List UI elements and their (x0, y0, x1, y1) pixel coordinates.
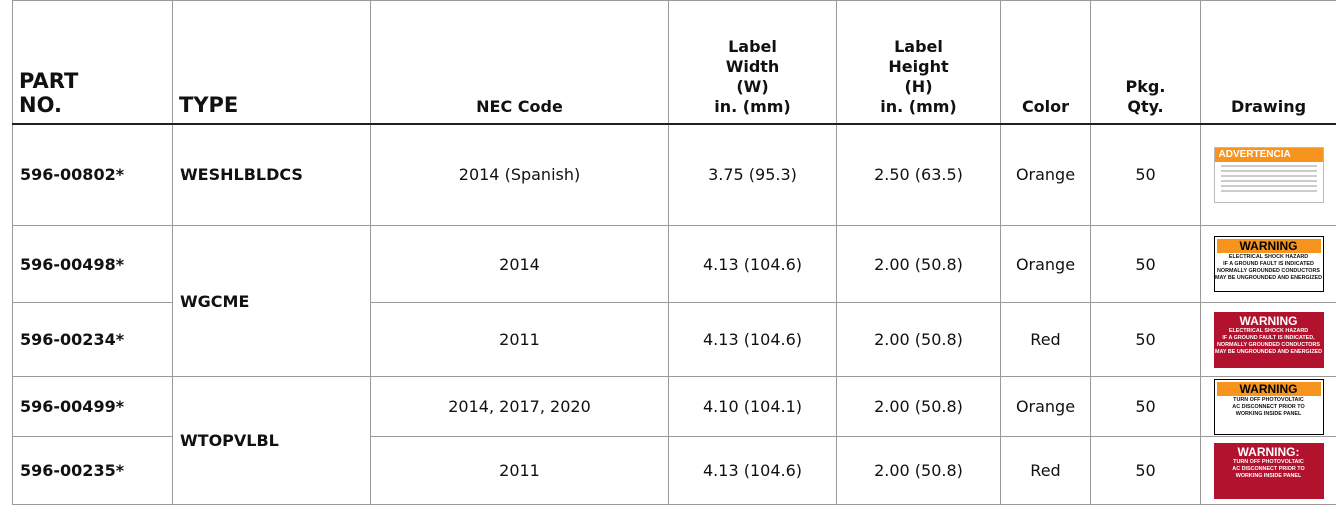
header-cell: PART NO. (13, 1, 173, 124)
qty-cell: 50 (1091, 377, 1201, 437)
blur-line (1221, 170, 1317, 172)
color-cell: Red (1001, 437, 1091, 505)
label-title: WARNING (1214, 314, 1324, 328)
header-cell: Color (1001, 1, 1091, 124)
label-line: AC DISCONNECT PRIOR TO (1214, 466, 1324, 473)
label-line: NORMALLY GROUNDED CONDUCTORS (1214, 342, 1324, 349)
type: WESHLBLDCS (173, 124, 371, 226)
color-cell: Orange (1001, 377, 1091, 437)
nec-cell: 2014 (371, 226, 669, 303)
color-cell: Orange (1001, 226, 1091, 303)
width-cell: 4.13 (104.6) (669, 303, 837, 377)
qty-cell: 50 (1091, 303, 1201, 377)
blur-line (1221, 175, 1317, 177)
label-drawing: ADVERTENCIA (1214, 147, 1324, 203)
blur-line (1221, 190, 1317, 192)
width-cell: 4.13 (104.6) (669, 437, 837, 505)
height-cell: 2.00 (50.8) (837, 226, 1001, 303)
height-cell: 2.00 (50.8) (837, 303, 1001, 377)
height-cell: 2.00 (50.8) (837, 437, 1001, 505)
nec-cell: 2014, 2017, 2020 (371, 377, 669, 437)
type: WTOPVLBL (173, 377, 371, 505)
label-line: WORKING INSIDE PANEL (1215, 411, 1323, 418)
label-line: ELECTRICAL SHOCK HAZARD (1214, 328, 1324, 335)
page: PART NO.TYPENEC CodeLabel Width (W) in. … (0, 0, 1336, 529)
width-cell: 4.10 (104.1) (669, 377, 837, 437)
color-cell: Orange (1001, 124, 1091, 226)
qty-cell: 50 (1091, 124, 1201, 226)
width-cell: 4.13 (104.6) (669, 226, 837, 303)
label-title: ADVERTENCIA (1215, 148, 1323, 162)
header-cell: Label Height (H) in. (mm) (837, 1, 1001, 124)
blur-line (1221, 165, 1317, 167)
drawing-cell: ADVERTENCIA (1201, 124, 1336, 226)
header-cell: NEC Code (371, 1, 669, 124)
label-line: IF A GROUND FAULT IS INDICATED (1215, 261, 1323, 268)
header-cell: TYPE (173, 1, 371, 124)
label-title: WARNING: (1214, 445, 1324, 459)
label-line: IF A GROUND FAULT IS INDICATED, (1214, 335, 1324, 342)
part-number: 596-00235* (13, 437, 173, 505)
label-line: AC DISCONNECT PRIOR TO (1215, 404, 1323, 411)
nec-cell: 2011 (371, 303, 669, 377)
label-line: WORKING INSIDE PANEL (1214, 473, 1324, 480)
header-cell: Drawing (1201, 1, 1336, 124)
qty-cell: 50 (1091, 226, 1201, 303)
type: WGCME (173, 226, 371, 377)
qty-cell: 50 (1091, 437, 1201, 505)
part-number: 596-00498* (13, 226, 173, 303)
color-cell: Red (1001, 303, 1091, 377)
header-cell: Label Width (W) in. (mm) (669, 1, 837, 124)
label-title: WARNING (1217, 239, 1321, 253)
nec-cell: 2011 (371, 437, 669, 505)
label-line: MAY BE UNGROUNDED AND ENERGIZED (1215, 275, 1323, 282)
blur-line (1221, 180, 1317, 182)
label-line: TURN OFF PHOTOVOLTAIC (1214, 459, 1324, 466)
part-number: 596-00234* (13, 303, 173, 377)
label-title: WARNING (1217, 382, 1321, 396)
header-cell: Pkg. Qty. (1091, 1, 1201, 124)
part-number: 596-00802* (13, 124, 173, 226)
label-line: TURN OFF PHOTOVOLTAIC (1215, 397, 1323, 404)
label-line: MAY BE UNGROUNDED AND ENERGIZED (1214, 349, 1324, 356)
height-cell: 2.00 (50.8) (837, 377, 1001, 437)
width-cell: 3.75 (95.3) (669, 124, 837, 226)
height-cell: 2.50 (63.5) (837, 124, 1001, 226)
label-line: ELECTRICAL SHOCK HAZARD (1215, 254, 1323, 261)
part-number: 596-00499* (13, 377, 173, 437)
blur-line (1221, 185, 1317, 187)
nec-cell: 2014 (Spanish) (371, 124, 669, 226)
label-line: NORMALLY GROUNDED CONDUCTORS (1215, 268, 1323, 275)
